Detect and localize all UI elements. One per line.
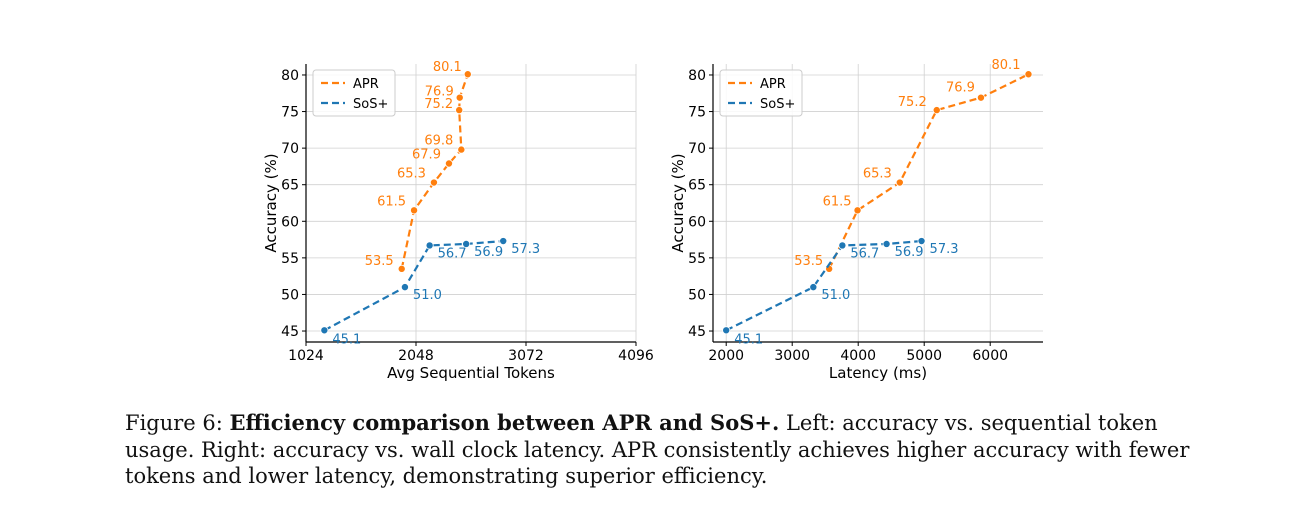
legend-label: SoS+ — [760, 97, 795, 112]
data-label: 51.0 — [413, 288, 442, 303]
legend-box — [719, 69, 803, 117]
x-axis-label: Latency (ms) — [829, 364, 927, 382]
data-point — [463, 70, 472, 79]
y-tick-label: 50 — [281, 287, 299, 303]
data-point — [895, 178, 904, 187]
data-point — [425, 241, 434, 250]
legend-label: APR — [760, 77, 786, 92]
y-tick-label: 70 — [688, 141, 706, 157]
data-point — [853, 206, 862, 215]
data-label: 75.2 — [424, 97, 453, 112]
y-tick-label: 75 — [281, 105, 299, 121]
figure-caption: Figure 6: Efficiency comparison between … — [125, 410, 1195, 490]
data-point — [722, 326, 731, 335]
x-tick-label: 4096 — [618, 348, 654, 364]
y-tick-label: 45 — [688, 324, 706, 340]
data-point — [917, 237, 926, 246]
y-axis-label: Accuracy (%) — [669, 153, 687, 252]
data-point — [882, 239, 891, 248]
y-tick-label: 60 — [688, 214, 706, 230]
data-label: 80.1 — [433, 60, 462, 75]
data-point — [932, 106, 941, 115]
data-label: 53.5 — [794, 254, 823, 269]
y-tick-label: 65 — [281, 178, 299, 194]
x-tick-label: 1024 — [288, 348, 324, 364]
data-label: 65.3 — [863, 167, 892, 182]
caption-bold: Efficiency comparison between APR and So… — [229, 410, 780, 435]
x-tick-label: 3000 — [774, 348, 810, 364]
y-tick-label: 65 — [688, 178, 706, 194]
data-point — [809, 283, 818, 292]
data-point — [429, 178, 438, 187]
data-label: 80.1 — [992, 58, 1021, 73]
data-point — [976, 93, 985, 102]
data-point — [444, 159, 453, 168]
data-label: 57.3 — [930, 242, 959, 257]
chart-2: 2000 3000 4000 5000 6000 45 50 55 60 65 70 75 80 Late… — [669, 58, 1043, 382]
data-label: 45.1 — [734, 332, 763, 347]
data-label: 61.5 — [823, 194, 852, 209]
y-tick-label: 80 — [688, 68, 706, 84]
legend-box — [312, 69, 396, 117]
data-label: 56.7 — [438, 246, 467, 261]
data-label: 65.3 — [397, 167, 426, 182]
data-point — [499, 237, 508, 246]
series-line-apr — [400, 73, 469, 270]
y-tick-label: 50 — [688, 287, 706, 303]
data-point — [455, 106, 464, 115]
x-axis-label: Avg Sequential Tokens — [387, 364, 555, 382]
data-point — [410, 206, 419, 215]
y-axis-label: Accuracy (%) — [262, 153, 280, 252]
x-tick-label: 2048 — [398, 348, 434, 364]
data-label: 56.9 — [474, 245, 503, 260]
data-point — [462, 239, 471, 248]
data-label: 76.9 — [946, 81, 975, 96]
data-label: 76.9 — [425, 85, 454, 100]
data-point — [320, 326, 329, 335]
y-tick-label: 55 — [688, 251, 706, 267]
data-label: 75.2 — [898, 95, 927, 110]
data-label: 45.1 — [332, 332, 361, 347]
data-point — [400, 283, 409, 292]
data-point — [457, 145, 466, 154]
data-label: 69.8 — [424, 134, 453, 149]
data-point — [397, 264, 406, 273]
x-tick-label: 3072 — [508, 348, 544, 364]
y-tick-label: 55 — [281, 251, 299, 267]
legend-label: SoS+ — [353, 97, 388, 112]
x-tick-label: 2000 — [708, 348, 744, 364]
y-tick-label: 75 — [688, 105, 706, 121]
series-line-sos — [323, 239, 504, 332]
data-label: 56.7 — [850, 246, 879, 261]
data-point — [838, 241, 847, 250]
figure: 1024 2048 3072 4096 45 50 55 60 65 70 75 80 Avg Sequ… — [262, 58, 1043, 382]
data-label: 61.5 — [377, 194, 406, 209]
data-label: 57.3 — [511, 242, 540, 257]
caption-rest: Left: accuracy vs. sequential token usag… — [125, 411, 1190, 488]
x-tick-label: 6000 — [972, 348, 1008, 364]
data-label: 56.9 — [895, 245, 924, 260]
x-tick-label: 5000 — [906, 348, 942, 364]
series-line-apr — [828, 73, 1029, 270]
series-line-sos — [725, 239, 922, 332]
caption-prefix: Figure 6: — [125, 411, 230, 435]
y-tick-label: 70 — [281, 141, 299, 157]
data-point — [455, 93, 464, 102]
x-tick-label: 4000 — [840, 348, 876, 364]
chart-1: 1024 2048 3072 4096 45 50 55 60 65 70 75 80 Avg Sequ… — [262, 60, 654, 382]
y-tick-label: 80 — [281, 68, 299, 84]
y-tick-label: 45 — [281, 324, 299, 340]
y-tick-label: 60 — [281, 214, 299, 230]
data-point — [1024, 70, 1033, 79]
data-label: 51.0 — [821, 288, 850, 303]
data-label: 53.5 — [365, 254, 394, 269]
data-label: 67.9 — [412, 147, 441, 162]
legend-label: APR — [353, 77, 379, 92]
